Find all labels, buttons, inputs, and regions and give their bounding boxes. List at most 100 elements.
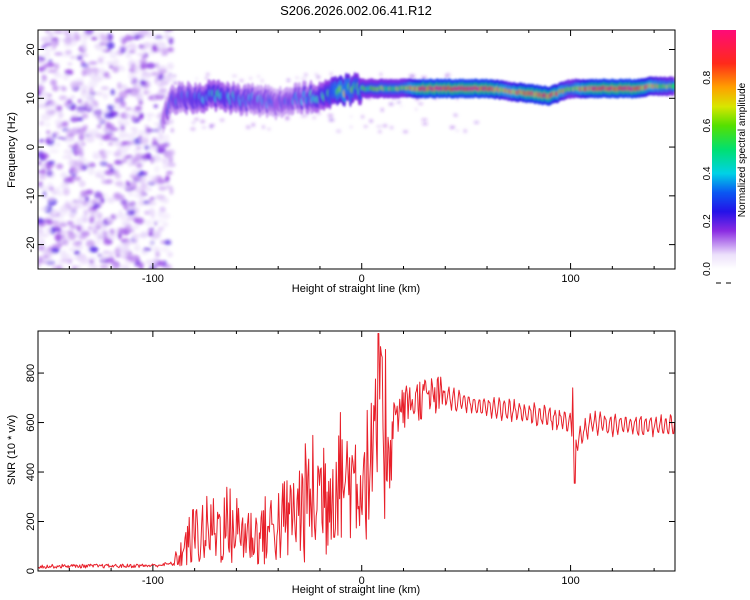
noise-blob <box>65 258 71 265</box>
noise-blob <box>123 34 134 42</box>
snr-y-tick-label: 400 <box>25 463 37 481</box>
noise-blob <box>59 206 69 213</box>
noise-blob <box>52 41 57 50</box>
spectrogram-x-tick-label: 0 <box>359 273 365 285</box>
noise-blob <box>127 190 134 197</box>
noise-blob <box>463 129 468 133</box>
noise-blob <box>86 94 92 103</box>
noise-blob <box>150 155 155 164</box>
noise-blob <box>118 96 124 103</box>
spectrogram-y-tick-label: 0 <box>25 144 37 150</box>
noise-blob <box>148 227 155 233</box>
noise-blob <box>40 94 49 101</box>
noise-blob <box>257 75 261 78</box>
noise-blob <box>46 130 51 135</box>
noise-blob <box>102 238 113 246</box>
noise-blob <box>102 92 109 100</box>
noise-blob <box>155 145 166 154</box>
spectrogram-y-axis-label: Frequency (Hz) <box>6 112 18 188</box>
noise-blob <box>138 170 145 176</box>
noise-blob <box>63 253 72 258</box>
noise-blob <box>38 234 41 239</box>
noise-blob <box>39 120 45 126</box>
noise-blob <box>60 236 71 241</box>
noise-blob <box>162 163 169 170</box>
noise-blob <box>149 128 160 132</box>
colorbar: 0.0 0.2 0.4 0.6 0.8 Normalized spectral ampl… <box>702 30 748 284</box>
noise-blob <box>38 244 45 252</box>
colorbar-tick-label: 0.2 <box>702 214 713 228</box>
colorbar-tick-label: 0.8 <box>702 70 713 84</box>
noise-blob <box>388 102 394 106</box>
noise-blob <box>63 176 71 184</box>
noise-blob <box>80 62 89 68</box>
noise-blob <box>145 33 154 39</box>
noise-blob <box>99 264 109 269</box>
noise-blob <box>143 145 151 150</box>
noise-blob <box>148 232 154 237</box>
noise-blob <box>81 69 87 77</box>
noise-blob <box>96 124 102 129</box>
noise-blob <box>87 162 96 168</box>
noise-blob <box>48 160 55 165</box>
noise-blob <box>86 241 96 247</box>
snr-frame <box>37 330 676 572</box>
noise-blob <box>474 121 479 124</box>
spectrogram-y-tick-label: 20 <box>25 43 37 55</box>
noise-blob <box>89 67 99 73</box>
noise-blob <box>130 115 137 121</box>
noise-blob <box>99 161 108 167</box>
noise-blob <box>422 122 428 125</box>
noise-blob <box>99 142 104 146</box>
colorbar-tick-label: 0.6 <box>702 118 713 132</box>
noise-blob <box>126 229 135 233</box>
noise-blob <box>114 181 124 187</box>
noise-blob <box>126 42 137 50</box>
noise-blob <box>119 154 126 162</box>
ridge-core <box>671 83 675 90</box>
noise-blob <box>94 43 103 49</box>
noise-blob <box>165 175 170 183</box>
noise-blob <box>142 70 147 75</box>
noise-blob <box>134 105 143 111</box>
noise-blob <box>102 41 108 47</box>
noise-blob <box>152 154 161 163</box>
noise-blob <box>158 226 165 232</box>
noise-blob <box>453 113 457 116</box>
noise-blob <box>63 149 73 155</box>
noise-blob <box>148 208 156 217</box>
noise-blob <box>89 210 95 218</box>
noise-blob <box>81 38 88 45</box>
noise-blob <box>418 102 423 105</box>
noise-blob <box>76 55 83 60</box>
noise-blob <box>68 220 75 226</box>
noise-blob <box>38 163 47 169</box>
noise-blob <box>81 164 88 171</box>
noise-blob <box>75 200 85 204</box>
noise-blob <box>126 240 134 245</box>
noise-blob <box>40 153 50 159</box>
noise-blob <box>60 171 67 179</box>
noise-blob <box>42 187 49 192</box>
noise-blob <box>158 186 167 191</box>
noise-blob <box>378 130 382 133</box>
noise-blob <box>132 149 139 153</box>
noise-blob <box>72 127 77 133</box>
noise-blob <box>161 212 171 220</box>
noise-blob <box>200 119 206 124</box>
colorbar-tick-label: 0.0 <box>702 262 713 276</box>
noise-blob <box>48 101 59 108</box>
noise-blob <box>170 128 174 133</box>
noise-blob <box>153 104 158 108</box>
noise-blob <box>154 35 164 40</box>
noise-blob <box>103 35 109 40</box>
noise-blob <box>312 116 316 119</box>
noise-blob <box>69 176 75 184</box>
noise-blob <box>161 47 171 54</box>
noise-blob <box>69 55 77 59</box>
noise-blob <box>74 78 85 82</box>
noise-blob <box>89 217 95 224</box>
noise-blob <box>38 217 45 224</box>
noise-blob <box>138 264 144 269</box>
noise-blob <box>57 111 64 119</box>
